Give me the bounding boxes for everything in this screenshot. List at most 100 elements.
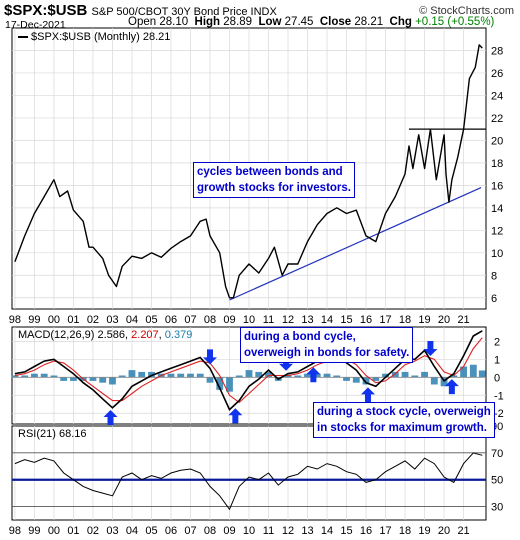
- close-value: 28.21: [354, 16, 384, 28]
- note-bonds-growth: cycles between bonds and growth stocks f…: [193, 162, 356, 198]
- price-x-tick-04: 04: [126, 314, 138, 326]
- price-x-tick-98: 98: [9, 314, 21, 326]
- chg-label: Chg: [389, 16, 412, 28]
- bottom-x-tick-12: 12: [282, 525, 294, 537]
- close-label: Close: [319, 16, 352, 28]
- bottom-x-tick-16: 16: [360, 525, 372, 537]
- note-bond-cycle-line1: during a bond cycle,: [244, 331, 356, 343]
- price-x-tick-07: 07: [184, 314, 196, 326]
- index-name: S&P 500/CBOT 30Y Bond Price INDX: [91, 6, 277, 18]
- high-value: 28.89: [223, 16, 253, 28]
- macd-hist-bar: [177, 373, 185, 378]
- price-x-tick-21: 21: [457, 314, 469, 326]
- macd-hist-bar: [304, 373, 311, 378]
- rsi-legend-name: RSI(21): [18, 428, 56, 440]
- macd-hist-bar: [187, 373, 194, 378]
- note-bond-cycle-line2: overweigh in bonds for safety.: [244, 347, 410, 359]
- price-x-tick-10: 10: [243, 314, 255, 326]
- rsi-legend-value: 68.16: [58, 428, 87, 440]
- bottom-x-tick-01: 01: [67, 525, 79, 537]
- macd-hist-bar: [450, 375, 458, 378]
- note-stock-cycle: during a stock cycle, overweigh in stock…: [313, 402, 495, 438]
- bottom-x-tick-09: 09: [223, 525, 235, 537]
- macd-hist-bar: [333, 375, 341, 378]
- bottom-x-tick-20: 20: [438, 525, 450, 537]
- macd-hist-bar: [460, 366, 467, 378]
- macd-hist-bar: [128, 370, 136, 378]
- macd-hist-bar: [31, 373, 38, 378]
- macd-hist-bar: [284, 375, 292, 378]
- price-x-tick-12: 12: [282, 314, 294, 326]
- price-y-tick-26: 26: [491, 68, 503, 80]
- price-y-tick-28: 28: [491, 45, 503, 57]
- macd-legend-value: 2.586: [97, 329, 126, 341]
- macd-hist-bar: [167, 373, 175, 378]
- bottom-x-tick-08: 08: [204, 525, 216, 537]
- macd-hist-bar: [255, 371, 263, 378]
- bottom-x-tick-17: 17: [379, 525, 391, 537]
- price-x-tick-18: 18: [399, 314, 411, 326]
- bottom-x-tick-13: 13: [301, 525, 313, 537]
- price-x-tick-03: 03: [106, 314, 118, 326]
- macd-hist-bar: [430, 377, 438, 385]
- arrow-up-icon: [103, 410, 118, 426]
- bottom-x-tick-02: 02: [87, 525, 99, 537]
- macd-hist-bar: [70, 377, 77, 381]
- price-y-tick-8: 8: [491, 270, 497, 282]
- price-y-tick-18: 18: [491, 158, 503, 170]
- rsi-legend: RSI(21) 68.16: [18, 428, 87, 440]
- price-x-axis: 98 99 00 01 02 03 04 05 06 07 08 09 10 11 12 13 14 15 16 17…: [9, 314, 470, 326]
- macd-hist-bar: [265, 371, 272, 378]
- low-label: Low: [258, 16, 282, 28]
- macd-hist-bar: [245, 370, 253, 378]
- price-x-tick-02: 02: [87, 314, 99, 326]
- bottom-x-tick-98: 98: [9, 525, 21, 537]
- macd-hist-bar: [478, 370, 486, 378]
- macd-hist-bar: [148, 371, 155, 378]
- macd-hist-bar: [343, 377, 350, 381]
- date-label: 17-Dec-2021: [5, 19, 66, 31]
- macd-y-tick--2: -2: [494, 408, 504, 420]
- price-y-tick-22: 22: [491, 113, 503, 125]
- macd-hist-bar: [235, 375, 243, 378]
- macd-hist-bar: [99, 377, 107, 383]
- rsi-y-tick-30: 30: [491, 502, 503, 514]
- price-x-tick-00: 00: [48, 314, 60, 326]
- price-x-tick-17: 17: [379, 314, 391, 326]
- price-x-tick-08: 08: [204, 314, 216, 326]
- macd-hist-bar: [352, 377, 360, 383]
- bottom-x-tick-10: 10: [243, 525, 255, 537]
- price-x-tick-99: 99: [28, 314, 40, 326]
- note-bonds-growth-line2: growth stocks for investors.: [197, 182, 352, 194]
- bottom-x-tick-00: 00: [48, 525, 60, 537]
- price-y-tick-10: 10: [491, 248, 503, 260]
- hist-legend-value: 0.379: [164, 329, 193, 341]
- macd-y-tick-1: 1: [494, 354, 500, 366]
- macd-hist-bar: [138, 371, 146, 378]
- price-series-line: [14, 44, 483, 299]
- open-label: Open: [128, 16, 157, 28]
- macd-hist-bar: [50, 375, 58, 378]
- price-legend-swatch: [18, 36, 28, 39]
- arrow-up-icon: [444, 379, 459, 395]
- price-legend: $SPX:$USB (Monthly) 28.21: [18, 31, 170, 43]
- low-value: 27.45: [284, 16, 314, 28]
- price-x-tick-05: 05: [145, 314, 157, 326]
- macd-hist-bar: [40, 373, 48, 378]
- price-x-tick-14: 14: [321, 314, 333, 326]
- price-y-tick-6: 6: [491, 293, 497, 305]
- note-bonds-growth-line1: cycles between bonds and: [197, 166, 343, 178]
- macd-hist-bar: [216, 377, 224, 390]
- macd-y-tick-0: 0: [494, 372, 500, 384]
- price-x-tick-16: 16: [360, 314, 372, 326]
- arrow-up-icon: [228, 408, 243, 424]
- macd-hist-bar: [60, 377, 68, 381]
- price-x-tick-15: 15: [340, 314, 352, 326]
- macd-hist-bar: [89, 377, 97, 381]
- arrow-down-icon: [279, 355, 294, 371]
- macd-hist-bar: [294, 375, 302, 378]
- arrow-up-icon: [360, 387, 375, 403]
- bottom-x-tick-15: 15: [340, 525, 352, 537]
- chg-value: +0.15 (+0.55%): [415, 16, 495, 28]
